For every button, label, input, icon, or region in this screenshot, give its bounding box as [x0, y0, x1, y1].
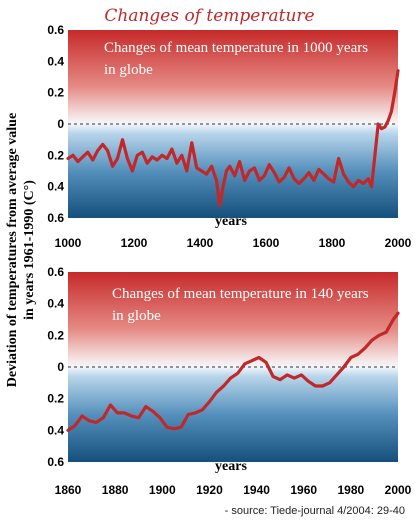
panel-title-line: Changes of mean temperature in 1000 year… [104, 40, 368, 56]
x-tick-label: 1900 [149, 483, 176, 497]
x-tick-label: 1400 [187, 236, 214, 250]
y-tick-label: 0.6 [47, 23, 64, 37]
series-line [66, 311, 400, 432]
y-tick-label: 0.6 [47, 265, 64, 279]
y-tick-label: 0.6 [47, 211, 64, 225]
x-tick-label: 1800 [319, 236, 346, 250]
x-tick-label: 1600 [253, 236, 280, 250]
panel-title-line: in globe [112, 308, 161, 324]
x-tick-label: 1860 [55, 483, 82, 497]
y-tick-label: 0.2 [47, 392, 64, 406]
series-line [66, 69, 400, 208]
y-tick-label: 0.6 [47, 455, 64, 469]
chart-panel-1000-years: 0.6 0.4 0.2 0 0.2 0.4 0.6 1000 1200 1400 1600 1800 2… [47, 23, 411, 250]
y-tick-label: 0.2 [47, 148, 64, 162]
y-tick-label: 0.4 [47, 54, 64, 68]
x-tick-label: 1960 [290, 483, 317, 497]
y-tick-label: 0.4 [47, 297, 64, 311]
y-tick-label: 0 [57, 117, 64, 131]
x-axis-label: years [215, 214, 247, 229]
source-note: - source: Tiede-journal 4/2004: 29-40 [224, 505, 405, 517]
x-tick-label: 1880 [102, 483, 129, 497]
panel-title-line: Changes of mean temperature in 140 years [112, 286, 369, 302]
y-tick-label: 0.4 [47, 180, 64, 194]
y-tick-label: 0 [57, 360, 64, 374]
x-tick-label: 2000 [385, 483, 412, 497]
x-tick-label: 1940 [243, 483, 270, 497]
y-tick-label: 0.2 [47, 86, 64, 100]
x-tick-label: 1980 [338, 483, 365, 497]
main-title: Changes of temperature [104, 6, 315, 26]
chart-panel-140-years: 0.6 0.4 0.2 0 0.2 0.4 0.6 1860 1880 1900 1920 1940 1… [47, 265, 411, 497]
y-tick-label: 0.2 [47, 328, 64, 342]
x-tick-label: 1200 [121, 236, 148, 250]
x-tick-label: 2000 [385, 236, 412, 250]
x-axis-label: years [215, 459, 247, 474]
y-tick-label: 0.4 [47, 423, 64, 437]
x-tick-label: 1000 [55, 236, 82, 250]
x-tick-label: 1920 [196, 483, 223, 497]
panel-title-line: in globe [104, 62, 153, 78]
